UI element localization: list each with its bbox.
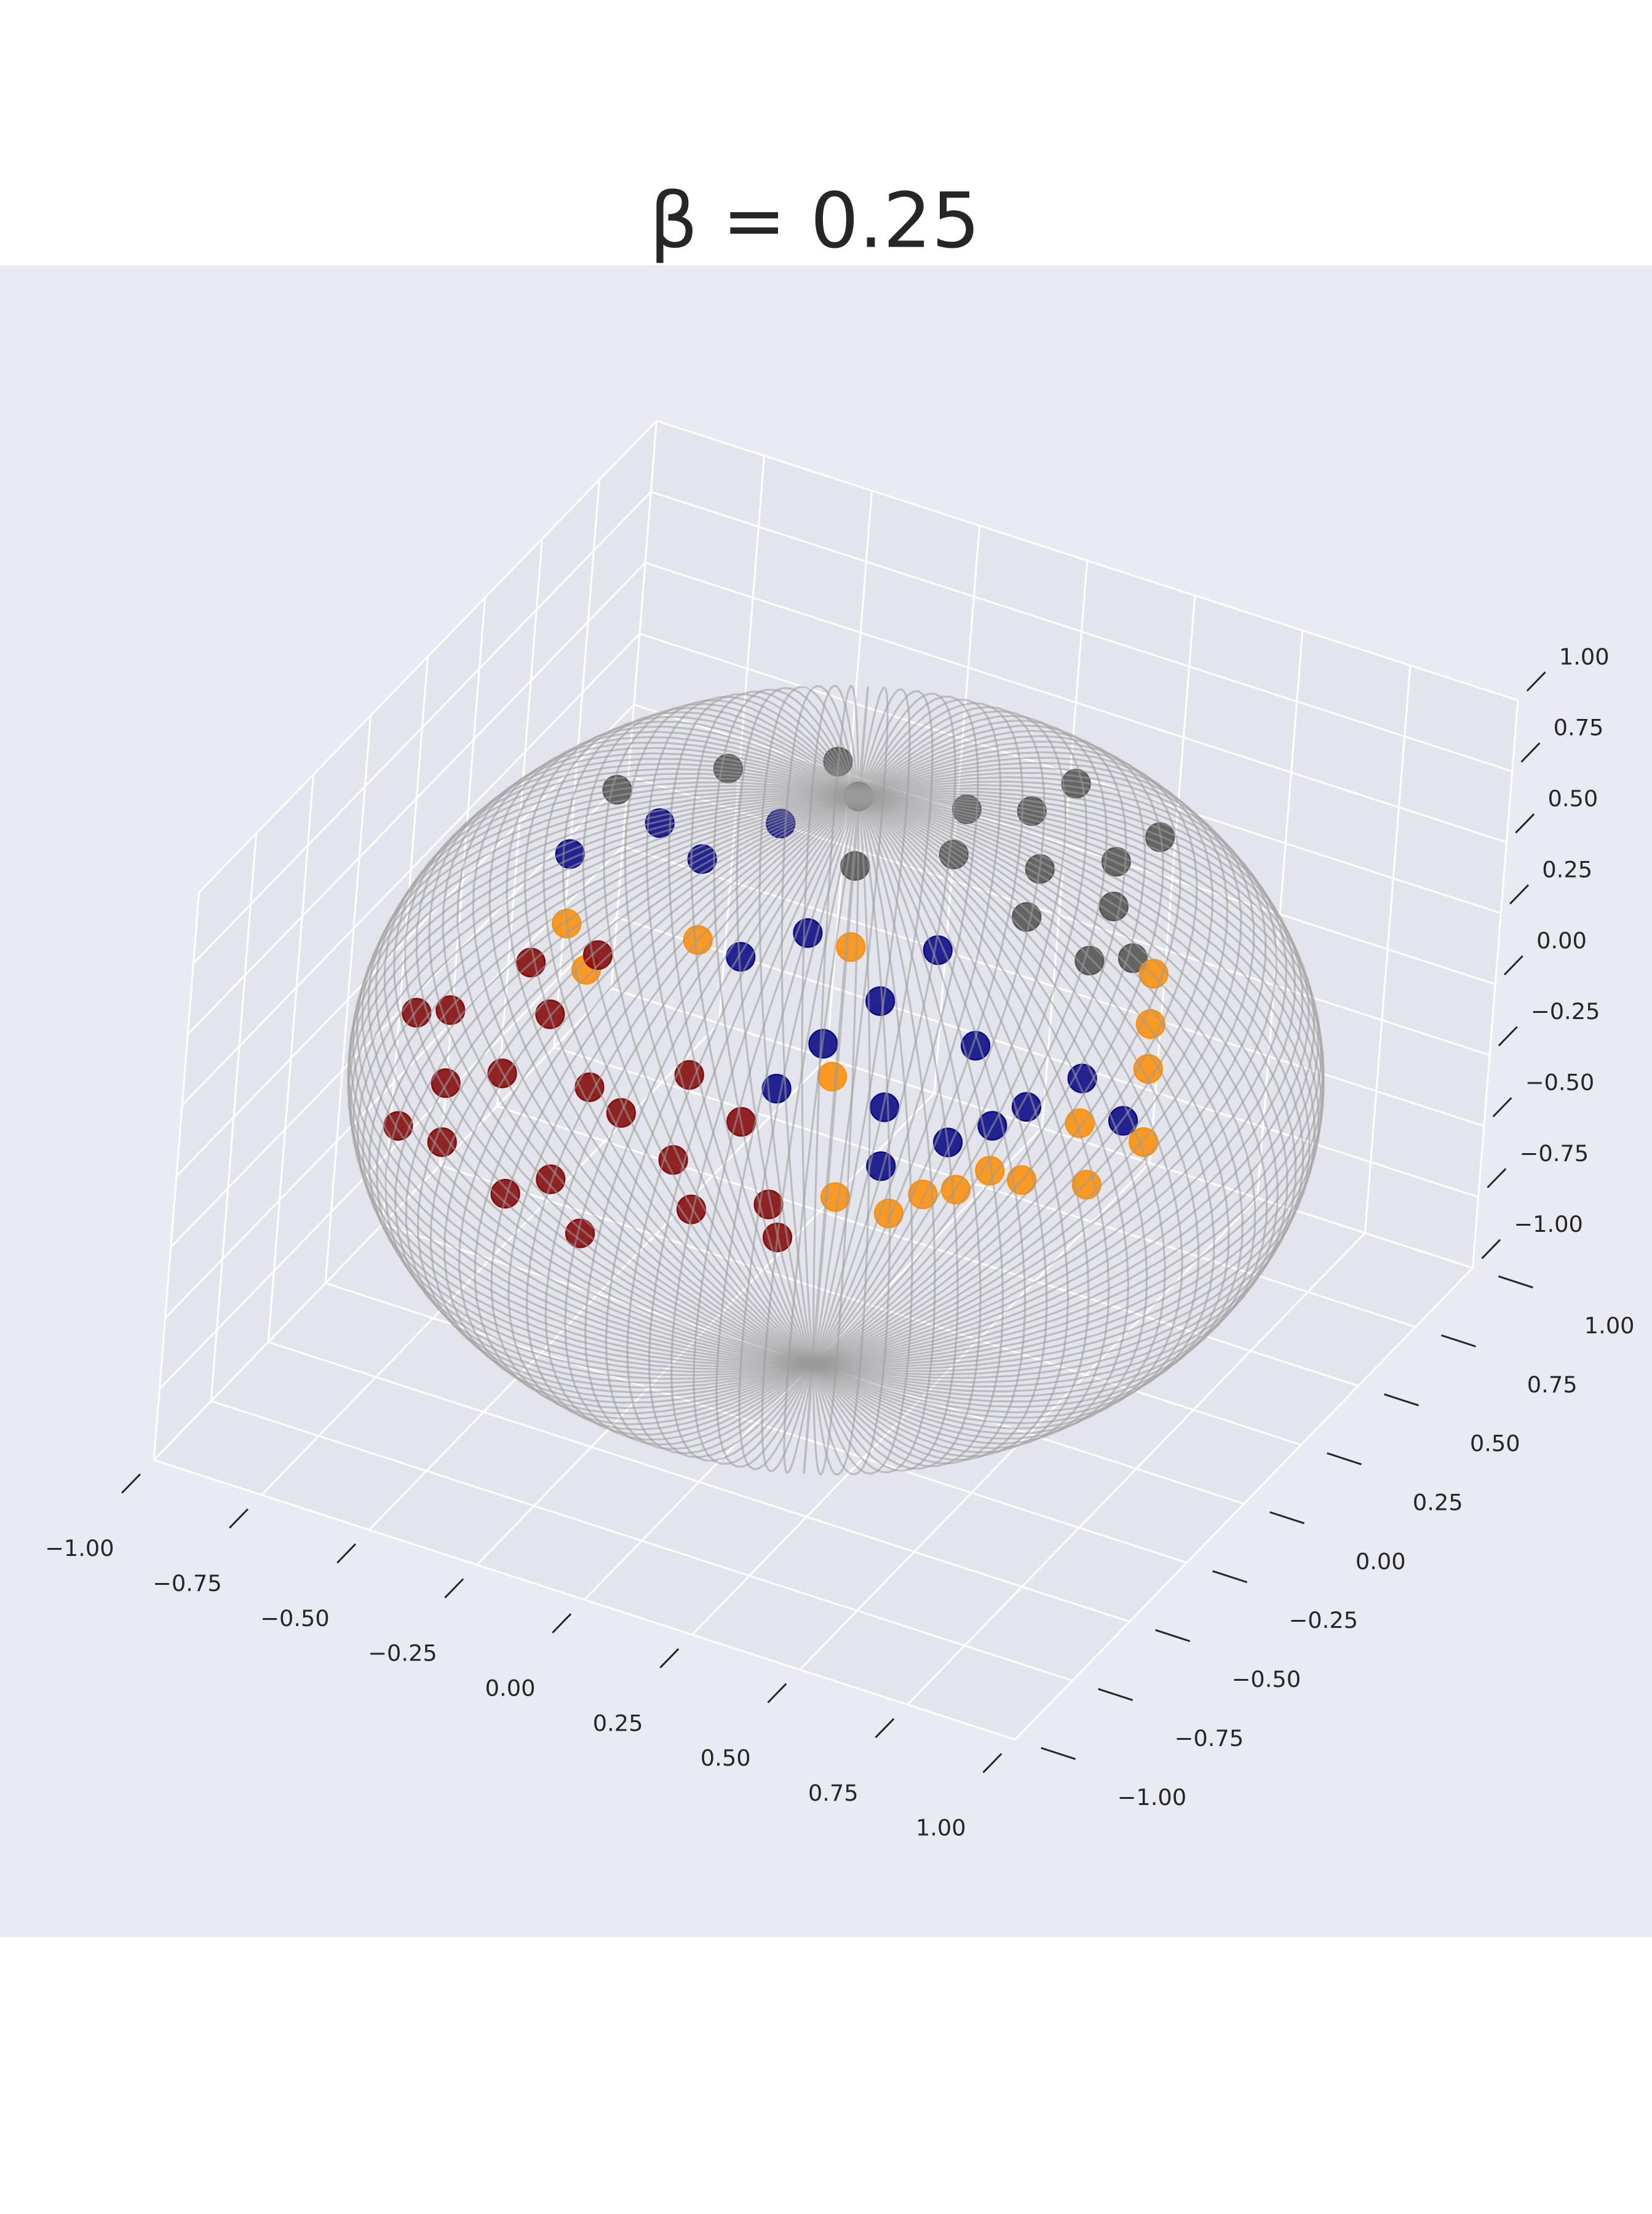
tick-label: 0.00 xyxy=(1536,927,1587,954)
tick-label: −0.25 xyxy=(1289,1607,1359,1633)
tick-mark xyxy=(1441,1334,1476,1347)
grid-line xyxy=(181,633,641,1106)
tick-label: 0.00 xyxy=(485,1675,536,1701)
tick-label: −1.00 xyxy=(45,1535,114,1561)
tick-mark xyxy=(121,1473,141,1494)
data-point xyxy=(1074,945,1105,976)
tick-mark xyxy=(1098,1688,1134,1701)
tick-label: 0.75 xyxy=(1554,715,1604,741)
tick-mark xyxy=(875,1718,895,1739)
tick-label: −0.50 xyxy=(1525,1069,1595,1095)
tick-mark xyxy=(1155,1629,1191,1643)
tick-label: 1.00 xyxy=(916,1815,966,1841)
tick-mark xyxy=(1269,1511,1305,1525)
data-point xyxy=(866,1151,896,1181)
tick-label: −0.75 xyxy=(1175,1725,1244,1752)
tick-label: −0.50 xyxy=(1232,1666,1301,1692)
tick-mark xyxy=(1515,813,1535,834)
tick-mark xyxy=(229,1508,249,1529)
data-point xyxy=(565,1218,595,1248)
tick-label: −0.75 xyxy=(1520,1140,1589,1167)
tick-mark xyxy=(1481,1239,1501,1260)
grid-line xyxy=(187,561,646,1035)
data-point xyxy=(536,1164,566,1194)
tick-mark xyxy=(336,1543,357,1564)
grid-line xyxy=(611,987,1473,1269)
tick-label: 0.25 xyxy=(593,1710,643,1736)
tick-mark xyxy=(1492,1097,1512,1117)
tick-label: 0.25 xyxy=(1413,1490,1463,1516)
grid-line xyxy=(650,491,1513,772)
tick-mark xyxy=(1384,1393,1419,1407)
tick-label: 1.00 xyxy=(1584,1312,1635,1339)
tick-mark xyxy=(1212,1570,1248,1584)
tick-mark xyxy=(1503,955,1523,975)
tick-label: −0.25 xyxy=(1531,998,1600,1025)
data-point xyxy=(865,986,895,1016)
tick-label: −0.75 xyxy=(153,1570,222,1597)
grid-line xyxy=(210,1400,1073,1682)
grid-line xyxy=(645,561,1507,843)
chart-title: β = 0.25 xyxy=(649,177,980,266)
sphere-wireframe xyxy=(415,758,1257,1403)
tick-label: 0.75 xyxy=(1527,1371,1578,1398)
tick-label: 0.00 xyxy=(1356,1548,1406,1574)
tick-mark xyxy=(1041,1747,1076,1760)
grid-line xyxy=(193,491,652,964)
tick-mark xyxy=(444,1578,464,1599)
grid-line xyxy=(153,1459,1016,1740)
tick-mark xyxy=(767,1683,787,1704)
tick-mark xyxy=(1498,1275,1533,1288)
tick-label: 0.50 xyxy=(701,1745,751,1771)
grid-line xyxy=(622,846,1485,1127)
tick-label: 0.50 xyxy=(1547,785,1598,812)
tick-label: 0.75 xyxy=(808,1780,859,1806)
tick-label: −0.50 xyxy=(260,1605,330,1632)
data-point xyxy=(836,932,866,962)
tick-mark xyxy=(1327,1452,1362,1466)
tick-mark xyxy=(1520,742,1541,763)
tick-mark xyxy=(1487,1168,1507,1189)
grid-line xyxy=(198,420,657,894)
tick-mark xyxy=(982,1753,1003,1774)
data-point xyxy=(490,1178,520,1209)
tick-mark xyxy=(659,1648,680,1668)
tick-label: 1.00 xyxy=(1559,643,1610,670)
data-point xyxy=(817,1061,848,1092)
grid-line xyxy=(268,1341,1130,1623)
tick-mark xyxy=(1509,884,1530,905)
tick-label: 0.50 xyxy=(1470,1430,1520,1457)
data-point xyxy=(1098,891,1129,922)
tick-mark xyxy=(1498,1026,1518,1047)
grid-line xyxy=(656,419,1519,702)
tick-mark xyxy=(552,1613,572,1633)
tick-label: −1.00 xyxy=(1514,1211,1583,1237)
tick-label: −0.25 xyxy=(368,1640,437,1667)
tick-mark xyxy=(1526,671,1546,692)
tick-label: −1.00 xyxy=(1118,1784,1187,1811)
tick-label: 0.25 xyxy=(1542,856,1592,883)
